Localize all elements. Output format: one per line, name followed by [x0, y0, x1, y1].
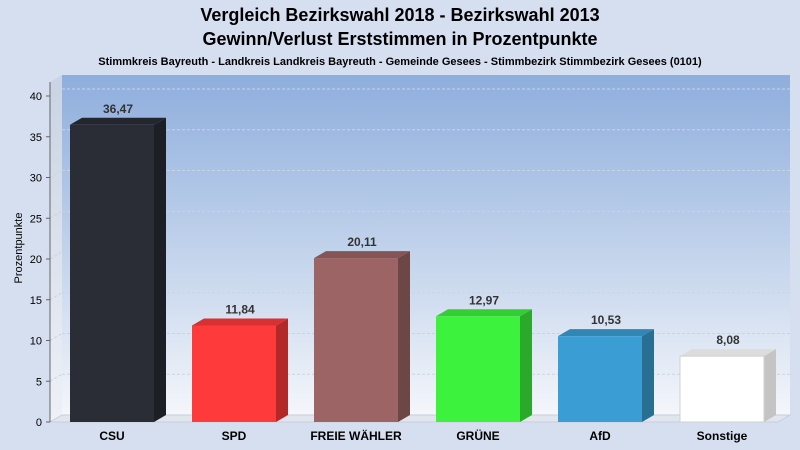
bar-side — [398, 251, 410, 422]
plot-side-wall — [50, 75, 62, 422]
category-label: FREIE WÄHLER — [310, 428, 402, 443]
grid-line — [49, 88, 63, 97]
y-tick-label: 15 — [30, 295, 42, 307]
category-label: CSU — [99, 429, 124, 443]
grid-line — [49, 251, 63, 260]
bar-top — [436, 309, 532, 317]
data-label: 8,08 — [716, 333, 740, 347]
category-label: SPD — [222, 429, 247, 443]
bar-sonstige — [679, 349, 776, 423]
bar-side — [276, 318, 288, 422]
bar-front — [192, 325, 276, 422]
y-tick-label: 40 — [30, 91, 42, 103]
bar-side — [764, 349, 776, 422]
grid-lines — [49, 88, 790, 382]
bar-grüne — [436, 309, 532, 422]
bar-spd — [192, 318, 288, 422]
bar-front — [679, 355, 765, 423]
grid-line — [49, 333, 63, 341]
data-label: 11,84 — [225, 303, 255, 317]
y-axis-label: Prozentpunkte — [13, 213, 25, 284]
bar-top — [192, 318, 288, 326]
bar-side — [642, 329, 654, 422]
bar-top — [70, 117, 166, 125]
grid-line — [49, 210, 63, 219]
bar-side — [154, 117, 166, 422]
bar-afd — [558, 329, 654, 422]
bar-front — [558, 336, 642, 422]
chart-description: Stimmkreis Bayreuth - Landkreis Landkrei… — [98, 56, 702, 68]
grid-line — [49, 373, 63, 382]
data-label: 12,97 — [469, 293, 499, 307]
category-label: Sonstige — [697, 429, 748, 443]
chart-subtitle: Gewinn/Verlust Erststimmen in Prozentpun… — [202, 29, 597, 49]
bar-front — [314, 258, 398, 422]
grid-line — [49, 292, 63, 301]
y-tick-label: 25 — [30, 213, 42, 225]
grid-line — [49, 170, 63, 178]
bar-top — [314, 251, 410, 259]
y-axis: 0 5 10 15 20 25 30 35 40 — [30, 82, 51, 429]
labels: 36,47 CSU 11,84 SPD 20,11 FREIE WÄHLER 12,97 GR… — [99, 102, 747, 443]
data-label: 20,11 — [347, 235, 377, 249]
y-tick-label: 30 — [30, 173, 42, 185]
bar-csu — [70, 117, 166, 422]
y-tick-label: 10 — [30, 336, 42, 348]
y-tick-label: 5 — [36, 376, 42, 388]
grid-line — [49, 129, 63, 138]
y-tick-label: 0 — [36, 417, 42, 429]
bar-top — [558, 329, 654, 337]
data-label: 36,47 — [103, 102, 133, 116]
chart-title: Vergleich Bezirkswahl 2018 - Bezirkswahl… — [200, 5, 599, 25]
y-tick-label: 35 — [30, 132, 42, 144]
bar-top — [680, 349, 776, 357]
category-label: AfD — [589, 429, 611, 443]
bars — [70, 117, 776, 423]
bar-side — [520, 309, 532, 422]
bar-freie-wähler — [314, 251, 410, 422]
y-tick-label: 20 — [30, 254, 42, 266]
data-label: 10,53 — [591, 313, 621, 327]
bar-front — [70, 124, 154, 422]
plot-back-wall — [62, 75, 790, 415]
category-label: GRÜNE — [456, 428, 499, 443]
bar-front — [436, 316, 520, 422]
